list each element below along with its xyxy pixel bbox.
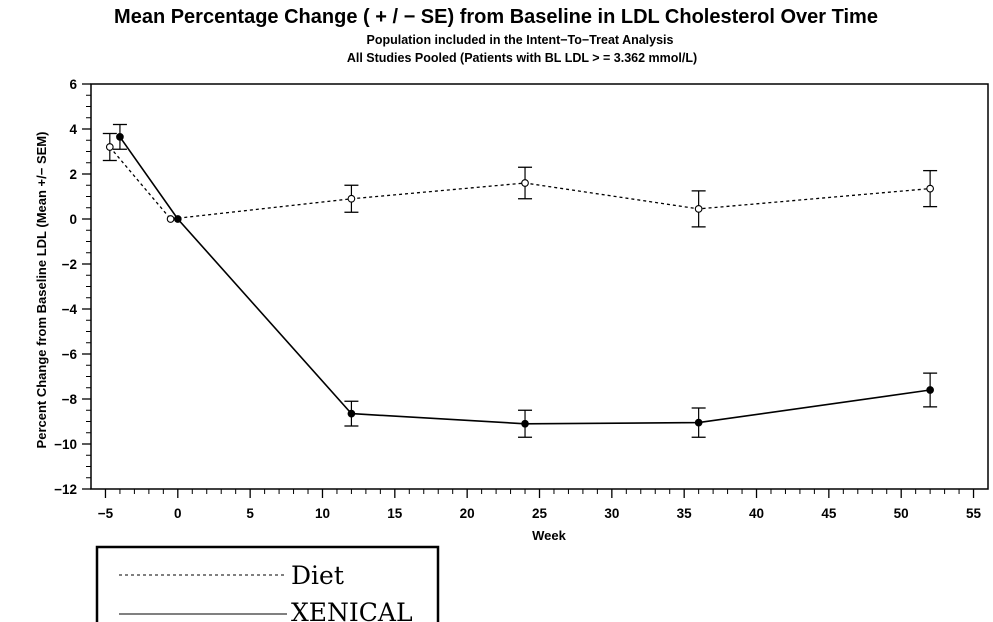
y-tick-label: 4 xyxy=(69,122,77,137)
x-tick-label: −5 xyxy=(98,506,114,521)
x-tick-label: 50 xyxy=(894,506,909,521)
y-tick-label: −4 xyxy=(62,302,78,317)
legend: Diet XENICAL xyxy=(95,545,440,622)
series-diet-point xyxy=(521,179,529,187)
legend-box xyxy=(95,545,440,622)
series-xenical-point xyxy=(347,409,356,418)
x-tick-label: 10 xyxy=(315,506,330,521)
x-tick-label: 35 xyxy=(677,506,693,521)
legend-xenical-label: XENICAL xyxy=(291,598,413,622)
y-tick-label: −8 xyxy=(62,392,78,407)
x-tick-label: 55 xyxy=(966,506,982,521)
y-tick-label: −12 xyxy=(54,482,77,497)
series-xenical-point xyxy=(521,419,529,428)
y-tick-label: −10 xyxy=(54,437,77,452)
x-tick-label: 0 xyxy=(174,506,182,521)
series-diet-line xyxy=(109,146,931,220)
chart-subtitle-population: Population included in the Intent−To−Tre… xyxy=(367,33,674,47)
x-tick-label: 40 xyxy=(749,506,764,521)
x-tick-label: 20 xyxy=(460,506,475,521)
y-tick-label: −6 xyxy=(62,347,78,362)
x-tick-label: 25 xyxy=(532,506,548,521)
series-xenical-line xyxy=(119,136,931,425)
plot-frame xyxy=(90,83,989,490)
plot-area: −12 −10 −8 −6 −4 −2 0 2 4 6 −5 0 5 10 15 20 25 30 35 40 45 50… xyxy=(54,77,989,521)
y-axis-label: Percent Change from Baseline LDL (Mean +… xyxy=(34,132,49,449)
x-tick-label: 5 xyxy=(246,506,254,521)
series-xenical-point xyxy=(694,418,703,427)
legend-diet-label: Diet xyxy=(291,561,344,590)
series-xenical-point xyxy=(173,215,182,223)
y-tick-label: 0 xyxy=(69,212,77,227)
series-diet-point xyxy=(694,205,703,213)
x-tick-label: 15 xyxy=(387,506,403,521)
chart-subtitle-studies: All Studies Pooled (Patients with BL LDL… xyxy=(347,51,697,65)
chart-title: Mean Percentage Change ( + / − SE) from … xyxy=(114,6,878,28)
series-diet-point xyxy=(105,143,114,151)
series-diet-point xyxy=(926,184,934,193)
x-tick-label: 45 xyxy=(821,506,837,521)
x-tick-label: 30 xyxy=(604,506,619,521)
series-xenical-point xyxy=(926,386,934,394)
y-tick-label: 6 xyxy=(69,77,77,92)
series-diet-point xyxy=(166,215,175,223)
x-axis-label: Week xyxy=(532,528,566,543)
y-tick-label: 2 xyxy=(69,167,77,182)
series-xenical-point xyxy=(116,133,124,141)
y-tick-label: −2 xyxy=(62,257,77,272)
series-diet-point xyxy=(347,194,356,203)
